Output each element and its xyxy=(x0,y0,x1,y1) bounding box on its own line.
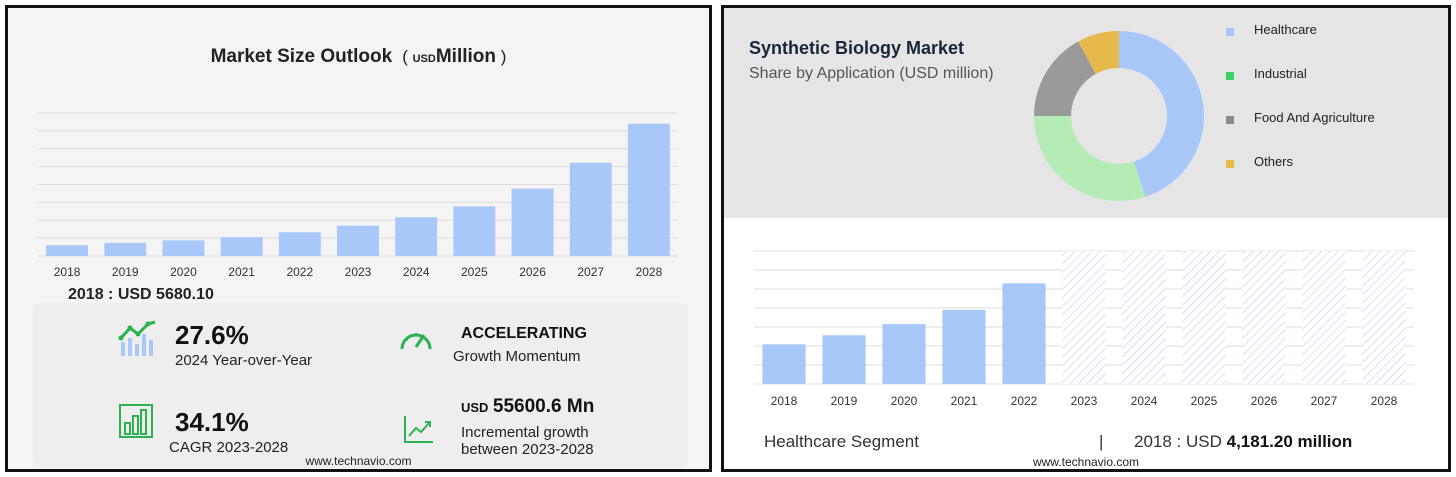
momentum-value: ACCELERATING xyxy=(461,325,587,342)
forecast-placeholder-bar xyxy=(1062,251,1106,384)
x-tick-label: 2026 xyxy=(1251,394,1278,408)
legend-swatch xyxy=(1226,160,1234,168)
legend-swatch xyxy=(1226,28,1234,36)
legend-swatch xyxy=(1226,72,1234,80)
cagr-label: CAGR 2023-2028 xyxy=(169,439,289,456)
x-tick-label: 2022 xyxy=(1011,394,1038,408)
x-tick-label: 2021 xyxy=(951,394,978,408)
x-tick-label: 2023 xyxy=(345,265,372,279)
share-section: Synthetic Biology Market Share by Applic… xyxy=(724,8,1448,218)
market-size-bar-chart: 2018 2019 2020 2021 2022 2023 2024 2025 2026 2027… xyxy=(38,112,678,279)
legend-swatch xyxy=(1226,116,1234,124)
x-tick-label: 2018 xyxy=(54,265,81,279)
incremental-value: USD 55600.6 Mn xyxy=(461,396,595,417)
forecast-placeholder-bar xyxy=(1362,251,1406,384)
donut-slice-others xyxy=(1078,31,1119,74)
market-size-panel: Market Size Outlook ( USDMillion ) 2018 2… xyxy=(5,5,712,472)
x-tick-label: 2027 xyxy=(1311,394,1338,408)
bar xyxy=(46,245,89,256)
x-tick-label: 2026 xyxy=(519,265,546,279)
x-tick-label: 2023 xyxy=(1071,394,1098,408)
donut-slice-food-agriculture xyxy=(1034,41,1096,116)
bar xyxy=(822,335,866,384)
forecast-placeholder-bar xyxy=(1122,251,1166,384)
x-tick-label: 2025 xyxy=(461,265,488,279)
panel-subtitle: Share by Application (USD million) xyxy=(749,65,994,82)
x-tick-label: 2024 xyxy=(1131,394,1158,408)
x-tick-label: 2028 xyxy=(636,265,663,279)
bar xyxy=(162,240,205,256)
x-tick-label: 2021 xyxy=(228,265,255,279)
bar-chart-icon xyxy=(119,404,153,438)
segment-label: Healthcare Segment xyxy=(764,432,919,451)
bar xyxy=(762,344,806,384)
bar xyxy=(453,206,496,256)
yoy-value: 27.6% xyxy=(175,320,249,350)
x-tick-label: 2019 xyxy=(831,394,858,408)
forecast-placeholder-bar xyxy=(1302,251,1346,384)
bar xyxy=(1002,283,1046,384)
bar-trend-icon xyxy=(118,320,156,356)
bar xyxy=(627,123,670,256)
separator: | xyxy=(1099,432,1104,451)
forecast-placeholder-bar xyxy=(1242,251,1286,384)
bar xyxy=(569,162,612,256)
bar xyxy=(278,232,321,256)
base-year-value: 2018 : USD 5680.10 xyxy=(68,286,214,303)
bar xyxy=(511,188,554,256)
incremental-label-2: between 2023-2028 xyxy=(461,441,594,458)
cagr-value: 34.1% xyxy=(175,407,249,437)
synthetic-biology-panel: Synthetic Biology Market Share by Applic… xyxy=(721,5,1451,472)
bar xyxy=(395,217,438,256)
panel-title: Synthetic Biology Market xyxy=(749,38,965,58)
donut-slice-industrial xyxy=(1034,116,1146,201)
healthcare-segment-bar-chart: 2018 2019 2020 2021 2022 2023 2024 2025 2026 2027… xyxy=(754,250,1414,408)
x-tick-label: 2018 xyxy=(771,394,798,408)
bar xyxy=(104,242,147,256)
source-footer: www.technavio.com xyxy=(1032,455,1140,469)
line-chart-icon xyxy=(404,416,433,443)
speedometer-icon xyxy=(400,333,432,350)
bar xyxy=(220,237,263,256)
forecast-placeholder-bar xyxy=(1182,251,1226,384)
x-tick-label: 2025 xyxy=(1191,394,1218,408)
x-tick-label: 2020 xyxy=(170,265,197,279)
x-tick-label: 2027 xyxy=(577,265,604,279)
key-stats-box: 27.6% 2024 Year-over-Year ACCELERATING G… xyxy=(33,303,688,468)
x-tick-label: 2028 xyxy=(1371,394,1398,408)
yoy-label: 2024 Year-over-Year xyxy=(175,352,313,369)
donut-slice-healthcare xyxy=(1119,31,1204,197)
x-tick-label: 2019 xyxy=(112,265,139,279)
x-tick-label: 2020 xyxy=(891,394,918,408)
chart-title: Market Size Outlook ( USDMillion ) xyxy=(210,46,507,67)
application-share-donut xyxy=(1034,31,1204,201)
bar xyxy=(942,309,986,384)
segment-value: 2018 : USD 4,181.20 million xyxy=(1134,432,1353,451)
x-tick-label: 2024 xyxy=(403,265,430,279)
x-tick-label: 2022 xyxy=(286,265,313,279)
incremental-label-1: Incremental growth xyxy=(461,424,589,441)
bar xyxy=(337,225,379,256)
source-footer: www.technavio.com xyxy=(305,454,412,468)
segment-summary: Healthcare Segment | 2018 : USD 4,181.20… xyxy=(764,432,1404,454)
momentum-label: Growth Momentum xyxy=(453,348,581,365)
bar xyxy=(882,324,926,384)
